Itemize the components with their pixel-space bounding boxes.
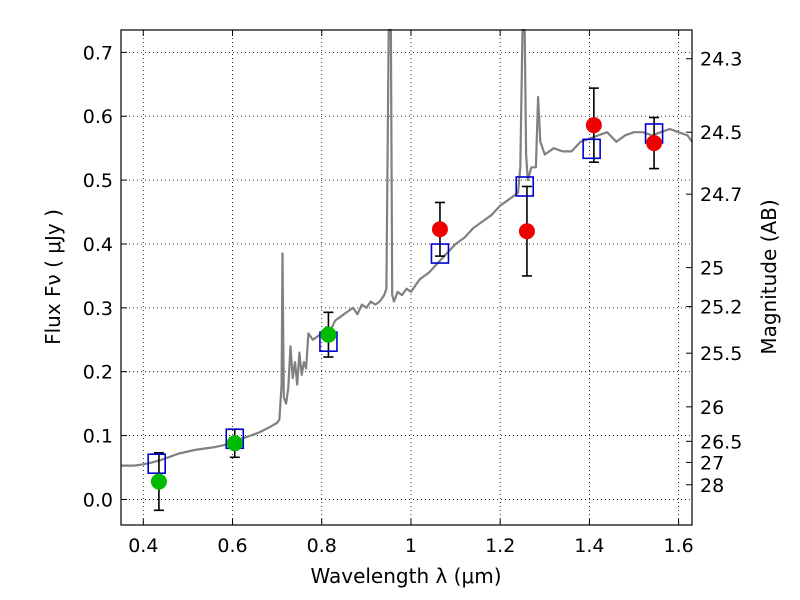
x-tick-label: 1.2 [485, 535, 515, 557]
magnitude-tick-label: 25 [700, 258, 724, 280]
magnitude-tick-label: 24.5 [700, 122, 742, 144]
y-axis-label: Flux Fν ( μJy ) [41, 209, 65, 345]
magnitude-tick-label: 25.5 [700, 343, 742, 365]
model-square-marker [515, 176, 535, 197]
model-square-marker [147, 453, 166, 474]
y-tick-labels: 0.0 0.1 0.2 0.3 0.4 0.5 0.6 0.7 [83, 42, 113, 511]
y-tick-label: 0.5 [83, 170, 113, 192]
y-tick-label: 0.6 [83, 106, 113, 128]
x-tick-label: 0.6 [217, 535, 247, 557]
y-tick-label: 0.1 [83, 426, 113, 448]
tick-marks [121, 30, 692, 525]
model-square-marker [582, 138, 601, 160]
model-square-marker [430, 243, 450, 264]
x-tick-label: 0.8 [307, 535, 337, 557]
plot-area-background [121, 30, 692, 525]
y-tick-label: 0.3 [83, 298, 113, 320]
y2-axis-label: Magnitude (AB) [757, 199, 781, 354]
y-tick-label: 0.4 [83, 234, 113, 256]
photometry-point [431, 221, 448, 238]
photometry-point [226, 435, 243, 452]
photometry-point [150, 473, 167, 490]
photometry-point [320, 326, 337, 343]
magnitude-tick-label: 27 [700, 452, 724, 474]
spectrum-line [121, 28, 693, 467]
x-tick-labels: 0.4 0.6 0.8 1 1.2 1.4 1.6 [128, 535, 694, 557]
x-tick-label: 1.4 [574, 535, 604, 557]
x-tick-label: 1.6 [664, 535, 694, 557]
markers-layer [147, 117, 664, 490]
photometry-point [585, 117, 602, 134]
magnitude-tick-label: 28 [700, 475, 724, 497]
x-axis-label: Wavelength λ (μm) [310, 564, 501, 588]
magnitude-tick-label: 25.2 [700, 297, 742, 319]
y-tick-label: 0.0 [83, 489, 113, 511]
magnitude-tick-label: 26.5 [700, 431, 742, 453]
magnitude-tick-label: 24.3 [700, 49, 742, 71]
x-tick-label: 1 [405, 535, 417, 557]
magnitude-tick-label: 24.7 [700, 184, 742, 206]
spectrum-layer [121, 28, 693, 467]
y-tick-label: 0.2 [83, 362, 113, 384]
x-tick-label: 0.4 [128, 535, 158, 557]
photometry-point [518, 223, 535, 240]
y-tick-label: 0.7 [83, 42, 113, 64]
plot-frame [120, 29, 693, 526]
magnitude-tick-label: 26 [700, 397, 724, 419]
photometry-point [646, 135, 663, 152]
